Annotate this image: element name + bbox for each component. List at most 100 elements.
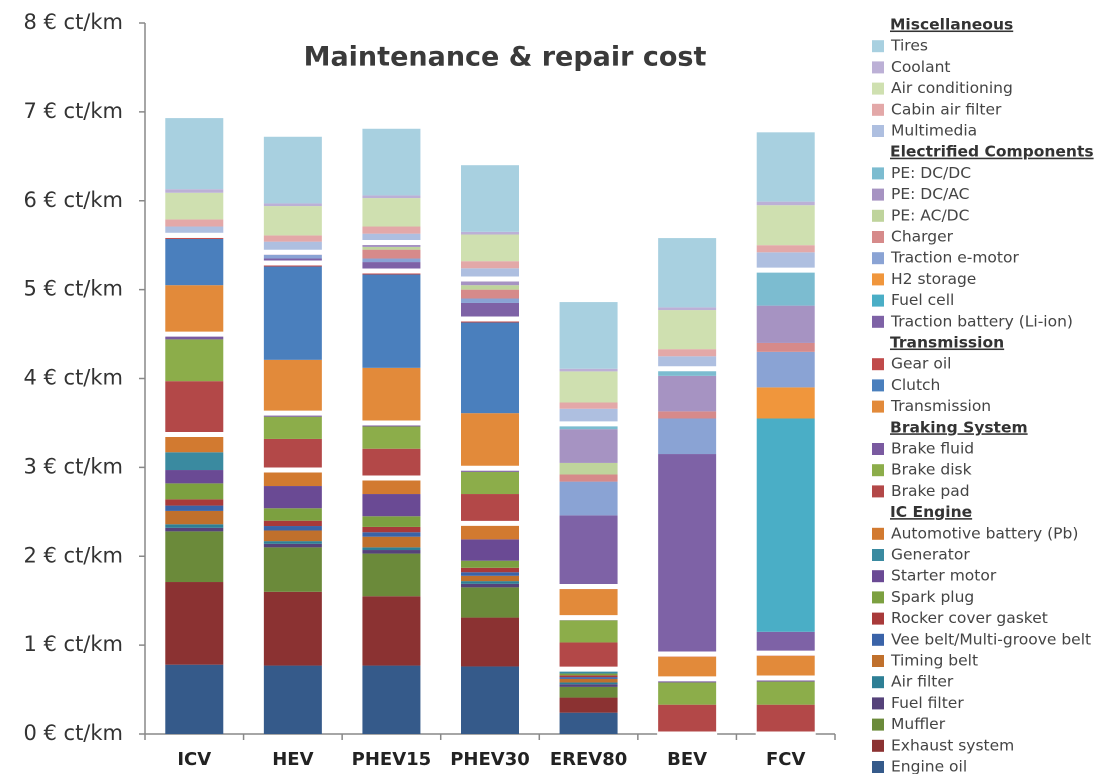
bar-segment [263,665,322,734]
bar-segment [559,462,618,475]
bar-segment [461,278,519,286]
bar-segment [165,334,224,340]
bar-segment [362,246,421,250]
bar-segment [165,452,224,471]
bar-segment [263,206,322,236]
bar-segment [559,712,618,734]
legend-swatch [872,739,884,752]
legend-label: Air filter [891,673,954,691]
x-tick-label: EREV80 [550,749,627,770]
legend-label: Charger [891,228,954,246]
bar-segment [263,526,322,531]
bar-segment [559,481,618,516]
bar-segment [362,244,421,247]
bar-segment [461,560,519,568]
legend-swatch [872,40,884,53]
bar-segment [658,238,717,308]
legend-label: Rocker cover gasket [891,609,1048,627]
bar-segment [165,527,224,532]
legend-label: Transmission [890,397,991,415]
x-tick-label: HEV [272,749,313,770]
bar-segment [362,195,421,199]
bar-segment [263,241,322,253]
bar-segment [165,238,224,286]
legend-swatch [872,103,884,116]
legend-swatch [872,549,884,561]
bar-segment [658,656,717,679]
bar-segment [362,249,421,259]
bar-segment [263,470,322,487]
bar-segment [362,547,421,551]
bar-segment [165,192,224,220]
bar-segment [559,371,618,403]
bar-segment [362,426,421,449]
legend-swatch [872,697,884,710]
bar-segment [559,302,618,369]
bar-segment [165,664,224,734]
bar-segment [559,697,618,713]
legend-swatch [872,188,884,201]
bar-segment [165,381,224,435]
bar-segment [461,268,519,279]
bar-segment [461,231,519,235]
bar-segment [559,423,618,430]
bar-segment [362,274,421,368]
bar-segment [658,368,717,376]
legend-swatch [872,485,884,498]
legend-swatch [872,612,884,625]
x-tick-label: ICV [177,749,211,770]
bar-segment [362,128,421,196]
bar-segment [263,530,322,542]
y-tick-label: 1 € ct/km [23,632,123,656]
legend-label: Tires [890,37,928,55]
bar-segment [263,254,322,259]
bar-segment [461,471,519,495]
legend-label: Spark plug [891,588,974,606]
bar-segment [263,136,322,204]
legend-label: Starter motor [891,567,997,585]
bar-segment [362,448,421,479]
bar-segment [559,682,618,685]
legend-label: PE: AC/DC [891,206,969,224]
y-tick-label: 6 € ct/km [23,188,123,212]
legend-header: Electrified Components [890,143,1094,161]
bar-segment [658,307,717,311]
bar-segment [362,532,421,537]
bar-segment [559,515,618,587]
bar-segment [461,322,519,414]
legend-label: Air conditioning [891,79,1013,97]
bar-segment [658,310,717,350]
legend-label: Engine oil [891,758,967,775]
bar-segment [362,258,421,263]
bar-segment [559,402,618,409]
legend-swatch [872,527,884,540]
bar-segment [756,205,815,246]
bar-segment [658,454,717,655]
legend-label: Automotive battery (Pb) [891,524,1078,542]
bar-segment [165,470,224,484]
bar-segment [559,677,618,679]
bar-segment [461,587,519,618]
bar-segment [658,375,717,412]
bar-segment [559,368,618,372]
legend-swatch [872,400,884,413]
bar-segment [263,235,322,242]
bar-segment [362,526,421,533]
bar-segment [461,539,519,561]
legend-swatch [872,633,884,646]
legend-label: Vee belt/Multi-groove belt [891,630,1091,648]
legend-swatch [872,570,884,583]
bar-segment [165,118,224,190]
legend-label: Muffler [891,715,946,733]
bar-segment [559,684,618,687]
legend-swatch [872,761,884,773]
legend-label: Clutch [891,376,940,394]
bar-segment [461,285,519,290]
bar-segment [461,581,519,584]
bar-segment [263,203,322,207]
bar-segment [461,575,519,582]
bar-segment [263,591,322,666]
bar-segment [756,270,815,306]
legend-swatch [872,655,884,667]
